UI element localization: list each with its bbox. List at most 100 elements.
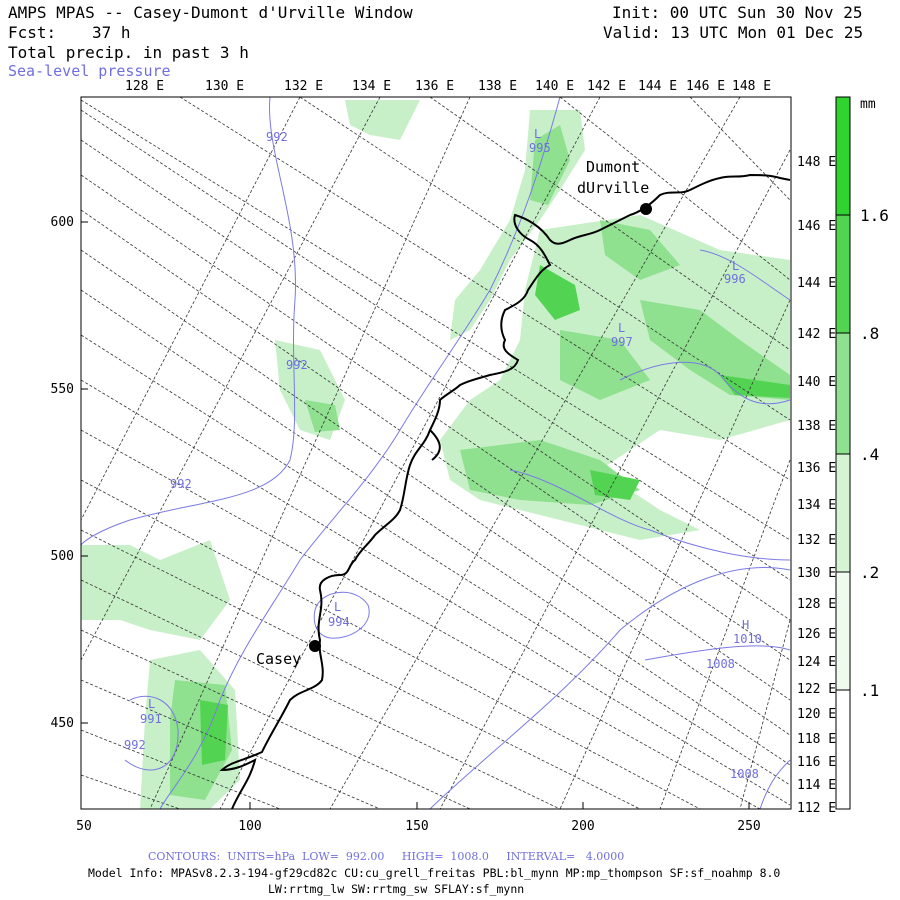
y-axis-labels: 600 550 500 450 — [51, 215, 74, 731]
top-lon-labels: 128 E 130 E 132 E 134 E 136 E 138 E 140 … — [125, 79, 771, 94]
latlon-grid — [81, 97, 791, 809]
x-ticks — [249, 802, 750, 809]
contour-labels: 992 995 996 997 992 992 994 1010 1008 99… — [124, 127, 762, 781]
colorbar-segment — [836, 690, 850, 809]
colorbar-label: .8 — [860, 324, 879, 343]
lon-label: 146 E — [797, 219, 836, 234]
field-precip-label: Total precip. in past 3 h — [8, 43, 249, 62]
coastline — [219, 173, 791, 809]
contour-label: 1010 — [733, 632, 762, 646]
lon-label: 112 E — [797, 801, 836, 816]
contour-label: 995 — [529, 141, 551, 155]
low-marker: L — [618, 321, 625, 335]
low-marker: L — [148, 697, 155, 711]
colorbar-segment — [836, 572, 850, 690]
colorbar-label: .2 — [860, 563, 879, 582]
x-axis-labels: 50 100 150 200 250 — [76, 819, 761, 834]
lon-label: 122 E — [797, 682, 836, 697]
lon-label: 114 E — [797, 778, 836, 793]
lon-label: 120 E — [797, 707, 836, 722]
colorbar-segment — [836, 97, 850, 215]
lon-label: 134 E — [352, 79, 391, 94]
colorbar-unit: mm — [860, 97, 876, 112]
contour-label: 996 — [724, 272, 746, 286]
lon-label: 136 E — [415, 79, 454, 94]
casey-label: Casey — [256, 650, 301, 668]
colorbar-label: .1 — [860, 681, 879, 700]
init-time: Init: 00 UTC Sun 30 Nov 25 — [612, 3, 863, 22]
lon-label: 144 E — [797, 276, 836, 291]
right-lon-labels: 148 E 146 E 144 E 142 E 140 E 138 E 136 … — [797, 155, 836, 816]
valid-time: Valid: 13 UTC Mon 01 Dec 25 — [603, 23, 864, 42]
x-tick-label: 50 — [76, 819, 92, 834]
contour-label: 992 — [266, 130, 288, 144]
station-markers — [309, 203, 652, 652]
lon-label: 132 E — [797, 533, 836, 548]
lon-label: 138 E — [478, 79, 517, 94]
forecast-label: Fcst: — [8, 23, 57, 42]
lon-label: 138 E — [797, 419, 836, 434]
x-tick-label: 100 — [238, 819, 261, 834]
y-tick-label: 550 — [51, 382, 74, 397]
lon-label: 116 E — [797, 755, 836, 770]
lon-label: 124 E — [797, 655, 836, 670]
lon-label: 132 E — [284, 79, 323, 94]
contour-info: CONTOURS: UNITS=hPa LOW= 992.00 HIGH= 10… — [148, 850, 625, 863]
slp-contours — [81, 97, 791, 809]
lon-label: 126 E — [797, 627, 836, 642]
field-slp-label: Sea-level pressure — [8, 62, 171, 80]
contour-label: 997 — [611, 335, 633, 349]
lon-label: 130 E — [797, 566, 836, 581]
contour-label: 991 — [140, 712, 162, 726]
lon-label: 128 E — [797, 597, 836, 612]
lon-label: 148 E — [732, 79, 771, 94]
lon-label: 142 E — [797, 327, 836, 342]
y-ticks — [81, 221, 88, 724]
plot-frame — [80, 96, 792, 810]
x-tick-label: 150 — [405, 819, 428, 834]
contour-label: 1008 — [730, 767, 759, 781]
lon-label: 148 E — [797, 155, 836, 170]
colorbar-label: 1.6 — [860, 206, 889, 225]
y-tick-label: 450 — [51, 716, 74, 731]
model-info-line1: Model Info: MPASv8.2.3-194-gf29cd82c CU:… — [88, 866, 781, 880]
x-tick-label: 200 — [571, 819, 594, 834]
x-tick-label: 250 — [737, 819, 760, 834]
colorbar-label: .4 — [860, 445, 879, 464]
lon-label: 146 E — [686, 79, 725, 94]
high-marker: H — [742, 618, 749, 632]
lon-label: 134 E — [797, 498, 836, 513]
lon-label: 140 E — [797, 375, 836, 390]
colorbar-segment — [836, 454, 850, 572]
colorbar: mm 1.6 .8 .4 .2 .1 — [835, 96, 889, 810]
contour-label: 1008 — [706, 657, 735, 671]
precip-field — [81, 100, 790, 809]
colorbar-segment — [836, 215, 850, 333]
low-marker: L — [732, 259, 739, 273]
lon-label: 128 E — [125, 79, 164, 94]
low-marker: L — [534, 127, 541, 141]
lon-label: 130 E — [205, 79, 244, 94]
lon-label: 144 E — [638, 79, 677, 94]
lon-label: 136 E — [797, 461, 836, 476]
dumont-label-line2: dUrville — [577, 179, 649, 197]
y-tick-label: 500 — [51, 549, 74, 564]
lon-label: 142 E — [587, 79, 626, 94]
lon-label: 140 E — [535, 79, 574, 94]
model-info-line2: LW:rrtmg_lw SW:rrtmg_sw SFLAY:sf_mynn — [268, 882, 525, 896]
casey-station-marker[interactable] — [309, 640, 321, 652]
plot-area: Casey Dumont dUrville 992 995 996 997 99… — [81, 97, 791, 809]
contour-label: 994 — [328, 615, 350, 629]
map-title: AMPS MPAS -- Casey-Dumont d'Urville Wind… — [8, 3, 413, 22]
y-tick-label: 600 — [51, 215, 74, 230]
colorbar-segment — [836, 333, 850, 454]
lon-label: 118 E — [797, 732, 836, 747]
contour-label: 992 — [170, 477, 192, 491]
low-marker: L — [334, 600, 341, 614]
forecast-hours: 37 h — [92, 23, 131, 42]
contour-label: 992 — [286, 358, 308, 372]
contour-label: 992 — [124, 738, 146, 752]
dumont-label-line1: Dumont — [586, 158, 640, 176]
dumont-station-marker[interactable] — [640, 203, 652, 215]
